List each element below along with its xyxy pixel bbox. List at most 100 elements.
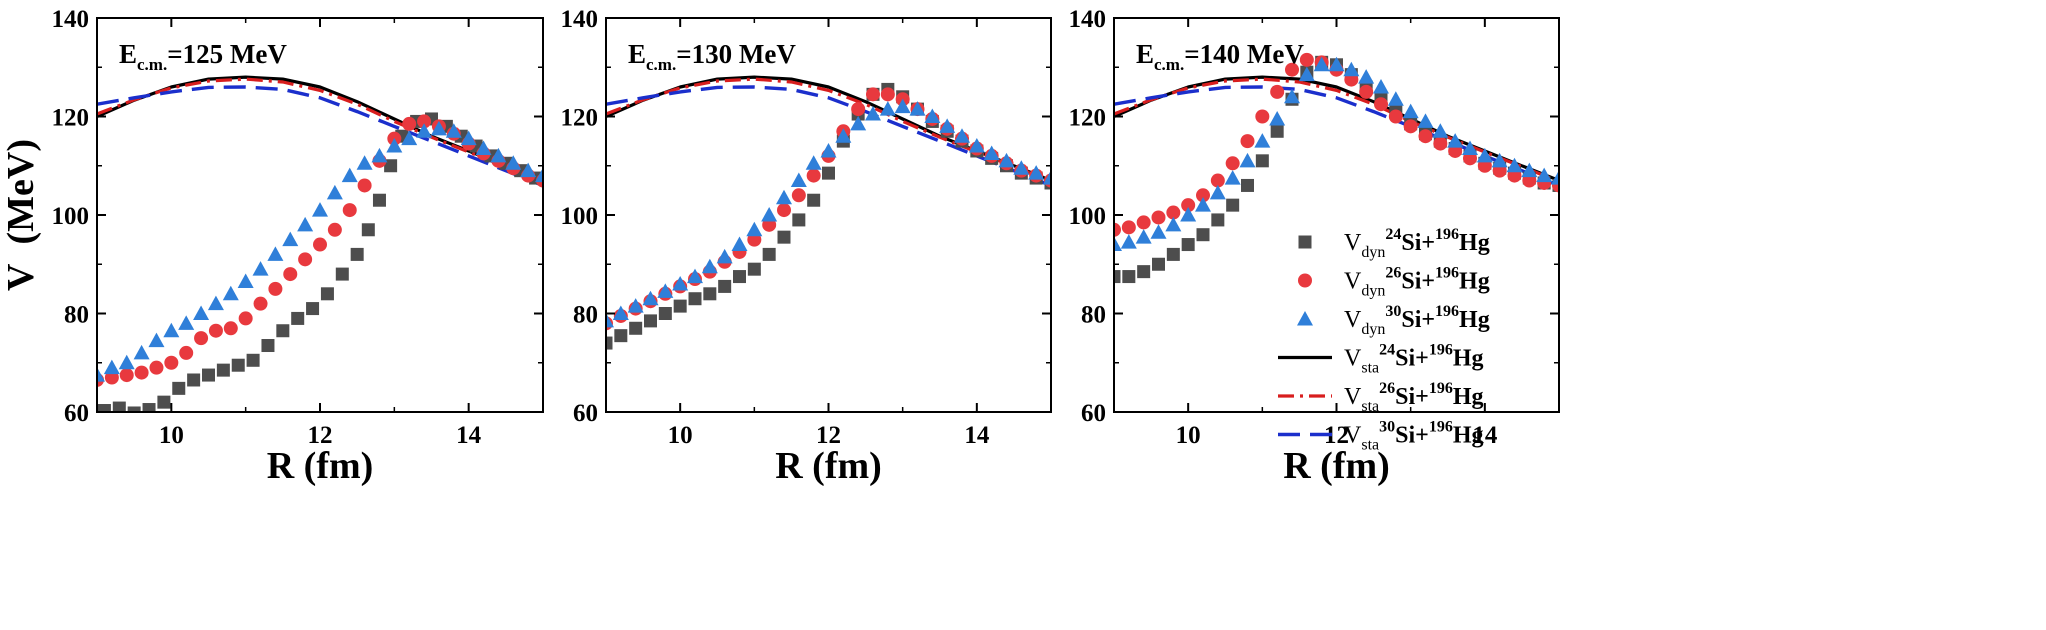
point-vdyn_30: [879, 101, 896, 116]
legend-element-hg: Hg: [1453, 384, 1484, 410]
point-vdyn_30: [1417, 113, 1434, 128]
legend-symbol: V: [1344, 384, 1362, 410]
y-tick-label: 100: [1069, 203, 1107, 230]
point-vdyn_24: [127, 406, 141, 412]
x-tick-label: 10: [159, 422, 184, 449]
point-vdyn_24: [718, 279, 732, 293]
point-vdyn_24: [1226, 198, 1240, 212]
point-vdyn_30: [1551, 170, 1559, 185]
legend-marker-triangle: [1297, 311, 1313, 326]
y-tick-label: 140: [52, 6, 90, 33]
point-vdyn_26: [880, 87, 895, 102]
point-vdyn_24: [807, 193, 821, 207]
y-tick-label: 60: [573, 400, 598, 427]
point-vdyn_30: [1373, 78, 1389, 94]
legend-subscript: sta: [1361, 398, 1379, 415]
point-vdyn_26: [1418, 129, 1433, 144]
point-vdyn_30: [207, 295, 224, 311]
point-vdyn_26: [1196, 188, 1210, 203]
point-vdyn_26: [1433, 136, 1448, 151]
point-vdyn_24: [1137, 265, 1151, 279]
legend-label: Vsta24Si+196Hg: [1344, 342, 1484, 377]
point-vdyn_30: [178, 315, 195, 330]
legend-marker-square: [1298, 235, 1312, 249]
point-vdyn_26: [238, 311, 253, 326]
legend: Vdyn24Si+196HgVdyn26Si+196HgVdyn30Si+196…: [1278, 226, 1490, 454]
point-vdyn_26: [791, 188, 806, 203]
point-vdyn_30: [1506, 157, 1523, 173]
point-vdyn_30: [1239, 152, 1256, 168]
point-vdyn_30: [687, 268, 703, 284]
point-vdyn_30: [222, 285, 239, 301]
legend-label: Vdyn26Si+196Hg: [1344, 265, 1490, 300]
legend-element-hg: Hg: [1459, 307, 1490, 333]
point-vdyn_26: [1285, 62, 1299, 77]
point-vdyn_24: [614, 329, 628, 343]
point-vdyn_26: [1270, 84, 1285, 99]
legend-symbol: V: [1344, 423, 1362, 449]
x-axis-title: R (fm): [267, 445, 374, 487]
point-vdyn_30: [1343, 61, 1360, 77]
point-vdyn_26: [1136, 215, 1151, 230]
panel-frame: [1113, 17, 1560, 413]
legend-element-hg: Hg: [1459, 269, 1490, 295]
point-vdyn_24: [172, 381, 186, 395]
point-vdyn_24: [384, 159, 398, 173]
legend-label: Vsta26Si+196Hg: [1344, 380, 1484, 415]
point-vdyn_24: [747, 262, 761, 276]
point-vdyn_26: [1359, 84, 1374, 99]
point-vdyn_24: [320, 287, 334, 301]
point-vdyn_26: [357, 178, 372, 193]
point-vdyn_30: [820, 142, 837, 158]
legend-element-si: Si+: [1401, 230, 1435, 256]
point-vdyn_26: [866, 87, 880, 102]
legend-marker-circle: [1298, 273, 1312, 288]
point-vdyn_24: [97, 404, 111, 412]
point-vdyn_30: [1462, 140, 1478, 156]
point-vdyn_26: [327, 222, 342, 237]
point-vdyn_30: [954, 128, 970, 143]
point-vdyn_24: [733, 270, 746, 284]
point-vdyn_30: [983, 145, 1000, 160]
legend-element-si: Si+: [1395, 423, 1429, 449]
point-vdyn_30: [1195, 197, 1211, 212]
point-vdyn_26: [1240, 134, 1255, 149]
point-vdyn_30: [909, 101, 926, 116]
point-vdyn_24: [1255, 154, 1269, 168]
y-tick-label: 140: [1069, 6, 1107, 33]
point-vdyn_30: [505, 155, 522, 170]
point-vdyn_30: [460, 130, 477, 146]
point-vdyn_24: [1181, 238, 1195, 252]
energy-label-symbol: E: [119, 39, 137, 69]
legend-element-hg: Hg: [1453, 423, 1484, 449]
legend-symbol: V: [1344, 346, 1362, 372]
legend-mass-b: 196: [1435, 303, 1459, 320]
y-tick-label: 60: [1081, 400, 1106, 427]
point-vdyn_30: [416, 123, 433, 138]
point-vdyn_30: [1043, 170, 1051, 185]
point-vdyn_24: [1122, 270, 1136, 284]
point-vdyn_26: [1255, 109, 1270, 124]
legend-label: Vsta30Si+196Hg: [1344, 419, 1484, 454]
point-vdyn_30: [1114, 236, 1122, 252]
point-vdyn_26: [208, 323, 223, 338]
point-vdyn_24: [658, 307, 672, 320]
point-vdyn_26: [313, 237, 327, 252]
point-vdyn_30: [1254, 133, 1271, 148]
legend-subscript: dyn: [1361, 321, 1385, 338]
point-vdyn_24: [187, 373, 201, 387]
point-vdyn_30: [746, 221, 763, 237]
x-tick-label: 14: [456, 422, 482, 449]
point-vdyn_24: [606, 336, 613, 350]
x-tick-label: 12: [816, 422, 841, 449]
point-vdyn_30: [998, 152, 1015, 168]
energy-label-symbol: E: [1136, 39, 1154, 69]
point-vdyn_30: [326, 184, 343, 200]
point-vdyn_24: [350, 247, 364, 261]
point-vdyn_24: [762, 247, 776, 261]
panel-1: 60 80 100 120 140 10 12 14 R (fm) Ec.m.=125 MeV: [52, 6, 544, 487]
point-vdyn_30: [1298, 66, 1315, 82]
x-tick-label: 14: [964, 422, 990, 449]
series-line-vsta_24: [97, 75, 543, 182]
point-vdyn_30: [445, 123, 462, 138]
